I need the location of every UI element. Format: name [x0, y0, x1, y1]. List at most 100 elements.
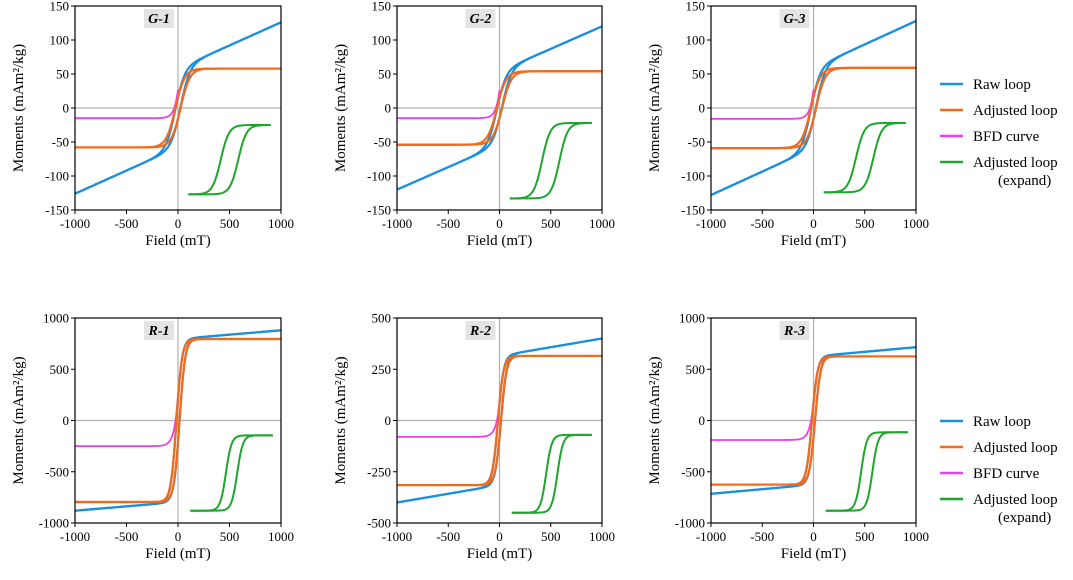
- y-tick-label: -1000: [675, 516, 705, 531]
- x-tick-label: 0: [810, 216, 817, 231]
- plot-area: [711, 346, 916, 512]
- panel-title: G-2: [470, 12, 492, 27]
- x-tick-label: -500: [750, 529, 774, 544]
- y-tick-label: 0: [385, 101, 392, 116]
- expand-loop-upper: [509, 121, 592, 200]
- y-tick-label: 150: [686, 0, 706, 14]
- legend-label: BFD curve: [973, 466, 1040, 482]
- x-tick-label: 500: [855, 529, 875, 544]
- bfd-curve: [711, 89, 815, 120]
- x-tick-label: -500: [436, 216, 460, 231]
- x-tick-label: -1000: [60, 216, 90, 231]
- panel-r-1: -1000 -500 0 500 1000 -1000 -500 0 500 1000 Field …: [11, 311, 294, 563]
- y-tick-label: 100: [686, 33, 706, 48]
- panel-title: G-3: [784, 12, 806, 27]
- y-tick-label: 500: [372, 311, 392, 326]
- legend-label-line2: (expand): [998, 510, 1051, 526]
- legend-label: Raw loop: [973, 414, 1031, 430]
- x-tick-label: -500: [115, 216, 139, 231]
- y-tick-label: 50: [378, 67, 391, 82]
- legend-label: Raw loop: [973, 77, 1031, 93]
- adjusted-loop-descending: [711, 66, 916, 150]
- adjusted-loop-descending: [711, 355, 916, 486]
- x-tick-label: 1000: [589, 529, 615, 544]
- x-tick-label: 1000: [268, 216, 294, 231]
- adjusted-loop-descending: [397, 354, 602, 487]
- x-tick-label: -1000: [382, 216, 412, 231]
- y-tick-label: -50: [688, 135, 705, 150]
- x-tick-label: 0: [496, 216, 503, 231]
- x-tick-label: 1000: [903, 216, 929, 231]
- y-tick-label: 100: [50, 33, 70, 48]
- y-axis-label: Moments (mAm²/kg): [647, 44, 663, 172]
- panel-title-badge: [465, 9, 496, 28]
- panel-title-badge: [779, 321, 810, 340]
- y-axis-label: Moments (mAm²/kg): [11, 356, 27, 484]
- y-tick-label: -500: [45, 464, 69, 479]
- x-tick-label: -1000: [696, 529, 726, 544]
- x-tick-label: 0: [175, 529, 182, 544]
- y-tick-label: 150: [50, 0, 70, 14]
- panel-title: R-2: [469, 324, 491, 339]
- panel-g-1: -1000 -500 0 500 1000-150-100-50050100150Fie…: [11, 0, 294, 249]
- bfd-curve: [397, 90, 501, 120]
- plot-area: [397, 25, 602, 200]
- legend-label: Adjusted loop: [973, 492, 1058, 508]
- bfd-curve: [75, 394, 179, 448]
- y-tick-label: -100: [681, 169, 705, 184]
- x-tick-label: 0: [175, 216, 182, 231]
- x-tick-label: 1000: [268, 529, 294, 544]
- adjusted-loop-descending: [397, 70, 602, 146]
- expand-loop-lower: [509, 121, 592, 200]
- expand-loop-lower: [190, 434, 273, 512]
- x-tick-label: 500: [541, 529, 561, 544]
- y-tick-label: 0: [63, 413, 70, 428]
- panel-title-badge: [144, 321, 174, 340]
- y-tick-label: 50: [692, 67, 705, 82]
- panel-g-3: -1000 -500 0 500 1000-150-100-50050100150Fie…: [647, 0, 929, 249]
- legend-label: BFD curve: [973, 129, 1040, 145]
- legend-bottom: Raw loop Adjusted loop BFD curve Adjusted l…: [940, 414, 1058, 526]
- y-tick-label: -50: [374, 135, 391, 150]
- y-tick-label: 0: [63, 101, 70, 116]
- expand-loop-lower: [188, 124, 271, 196]
- panel-title: R-3: [783, 324, 805, 339]
- panel-title: G-1: [148, 12, 170, 27]
- expand-loop-lower: [823, 121, 906, 194]
- bfd-curve: [397, 402, 501, 438]
- y-tick-label: 100: [372, 33, 392, 48]
- legend-label-line2: (expand): [998, 173, 1051, 189]
- panel-title: R-1: [148, 324, 170, 339]
- x-tick-label: 500: [855, 216, 875, 231]
- panel-r-3: -1000 -500 0 500 1000 -1000 -500 0 500 1000 Field …: [647, 311, 929, 563]
- panel-title-badge: [144, 9, 174, 28]
- x-tick-label: 500: [220, 216, 240, 231]
- y-tick-label: -500: [681, 464, 705, 479]
- y-tick-label: -100: [367, 169, 391, 184]
- plot-area: [75, 21, 281, 196]
- y-tick-label: -1000: [39, 516, 69, 531]
- panel-title-badge: [779, 9, 810, 28]
- x-tick-label: 500: [541, 216, 561, 231]
- x-tick-label: -1000: [60, 529, 90, 544]
- y-axis-label: Moments (mAm²/kg): [11, 44, 27, 172]
- y-tick-label: -150: [45, 203, 69, 218]
- x-tick-label: -500: [436, 529, 460, 544]
- x-axis-label: Field (mT): [781, 546, 846, 562]
- bfd-curve: [711, 400, 815, 441]
- adjusted-loop-descending: [75, 337, 281, 504]
- bfd-curve: [75, 89, 179, 120]
- legend-label: Adjusted loop: [973, 103, 1058, 119]
- y-tick-label: 500: [50, 362, 70, 377]
- y-tick-label: -250: [367, 464, 391, 479]
- x-tick-label: 1000: [903, 529, 929, 544]
- plot-area: [397, 337, 602, 514]
- x-tick-label: -500: [115, 529, 139, 544]
- plot-area: [711, 19, 916, 197]
- plot-area: [75, 329, 281, 512]
- legend-label: Adjusted loop: [973, 440, 1058, 456]
- y-tick-label: 150: [372, 0, 392, 14]
- x-axis-label: Field (mT): [467, 233, 532, 249]
- x-tick-label: -1000: [696, 216, 726, 231]
